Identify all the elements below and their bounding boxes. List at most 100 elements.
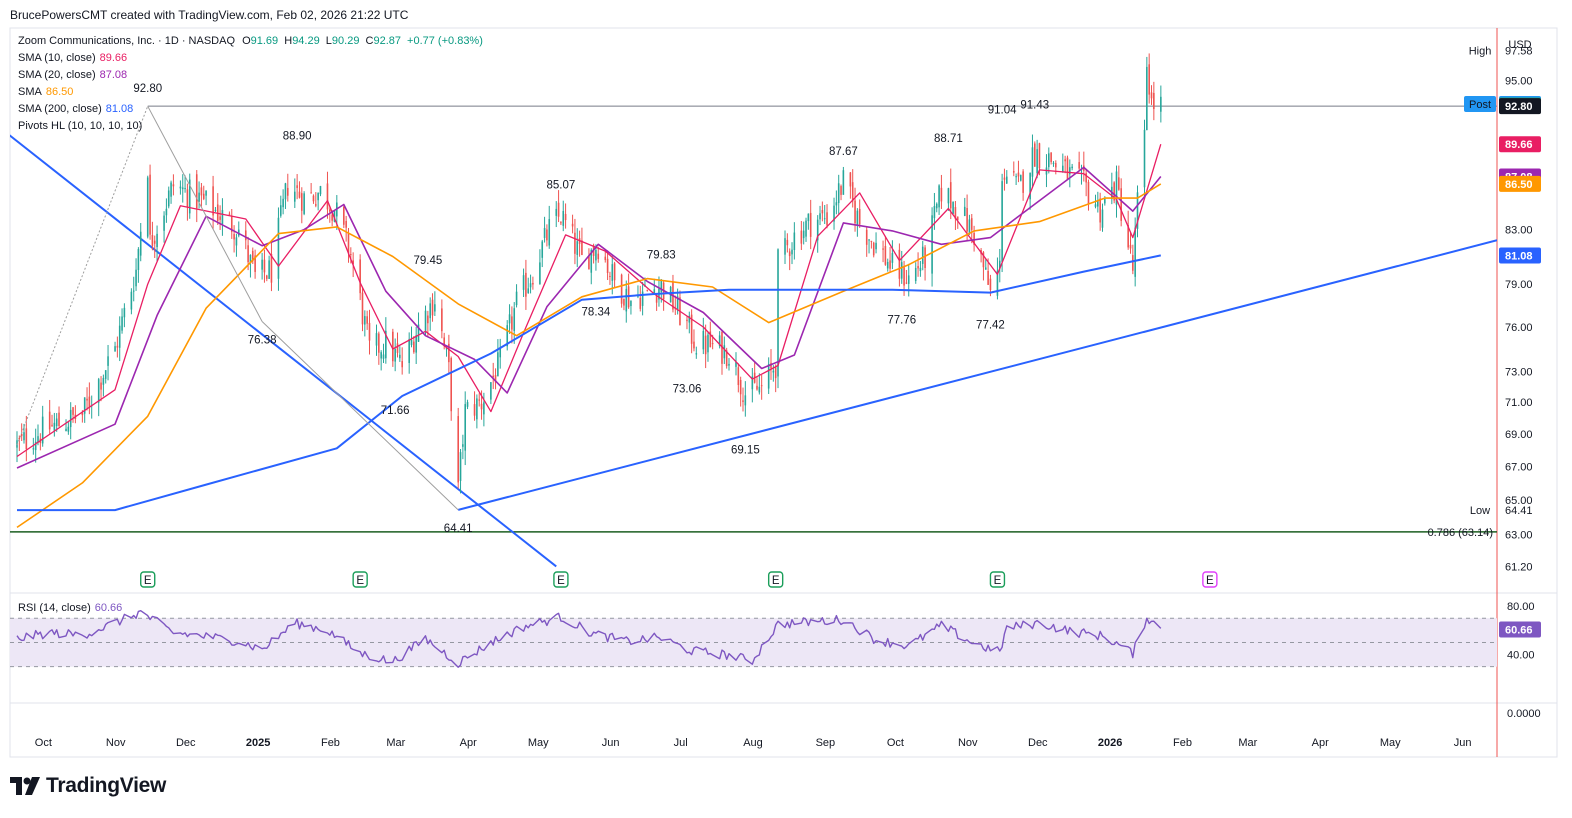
candle-body	[1120, 188, 1122, 221]
candle-body	[604, 256, 607, 261]
candle-body	[25, 428, 28, 450]
candle-body	[865, 229, 868, 245]
time-tick: Dec	[176, 737, 196, 749]
candle-body	[1097, 200, 1099, 207]
candle-body	[490, 382, 492, 400]
candle-body	[1022, 171, 1024, 193]
candle-body	[1071, 166, 1073, 169]
candle-body	[609, 276, 611, 278]
candle-body	[473, 404, 476, 416]
candle-body	[179, 186, 182, 189]
tradingview-logo[interactable]: TradingView	[10, 772, 166, 800]
pivot-label: 88.71	[934, 133, 963, 145]
candle-body	[1015, 176, 1017, 178]
candle-body	[613, 263, 616, 281]
candle-body	[758, 386, 761, 393]
legend-low: 90.29	[331, 35, 360, 47]
candle-body	[564, 213, 567, 221]
candle-body	[364, 316, 366, 325]
candle-body	[429, 303, 431, 319]
legend-rsi-value: 60.66	[94, 602, 123, 614]
candle-body	[219, 216, 221, 220]
legend-symbol[interactable]: Zoom Communications, Inc. · 1D · NASDAQ	[18, 35, 236, 47]
price-label-value: 92.80	[1505, 101, 1533, 113]
pivot-label: 92.80	[133, 83, 162, 95]
candle-body	[807, 213, 810, 222]
candle-body	[739, 379, 742, 395]
candle-body	[525, 272, 527, 297]
candle-body	[1148, 64, 1150, 95]
candle-body	[202, 193, 205, 199]
candle-body	[188, 179, 191, 214]
price-axis[interactable]: USD 95.00 83.00 79.00 76.00 73.00 71.00 69.00 67…	[1464, 39, 1541, 720]
candle-body	[576, 241, 579, 255]
candle-body	[646, 289, 649, 291]
legend-sma200-value: 81.08	[105, 103, 134, 115]
candle-body	[352, 260, 354, 265]
pivot-label: 79.83	[647, 250, 676, 262]
earnings-letter: E	[772, 575, 780, 587]
candle-body	[235, 237, 238, 246]
candle-body	[1129, 244, 1132, 249]
price-label-box	[1499, 98, 1541, 115]
candle-body	[499, 348, 502, 358]
candle-body	[67, 426, 70, 432]
candle-body	[165, 208, 168, 216]
candle-body	[382, 354, 385, 359]
candle-body	[443, 337, 445, 345]
candle-body	[968, 219, 971, 235]
candle-body	[511, 316, 513, 330]
price-label-tag-box	[1464, 42, 1496, 59]
candle-body	[37, 436, 39, 443]
candle-body	[343, 206, 345, 225]
candle-body	[821, 209, 824, 214]
candle-body	[270, 254, 273, 283]
pivot-label: 77.76	[887, 315, 916, 327]
candle-body	[793, 232, 796, 250]
time-tick: Mar	[386, 737, 405, 749]
time-tick: Jul	[674, 737, 688, 749]
candles	[16, 53, 1162, 494]
legend-sma10[interactable]: SMA (10, close) 89.66	[18, 52, 127, 64]
earnings-letter: E	[994, 575, 1002, 587]
candle-body	[413, 341, 415, 353]
legend-sma20[interactable]: SMA (20, close) 87.08	[18, 69, 127, 81]
candle-body	[149, 174, 151, 235]
candle-body	[744, 395, 747, 406]
legend-pivots-label: Pivots HL (10, 10, 10, 10)	[18, 120, 143, 132]
legend-sma200[interactable]: SMA (200, close) 81.08	[18, 103, 133, 115]
candle-body	[655, 295, 658, 303]
candle-body	[777, 249, 779, 377]
candle-body	[380, 352, 382, 359]
tradingview-logo-icon	[10, 777, 40, 795]
sma50-line	[16, 183, 1162, 529]
candle-body	[480, 403, 483, 410]
candle-body	[917, 266, 919, 269]
candle-body	[660, 279, 663, 292]
fib-label: 0.786 (63.14)	[1428, 527, 1493, 539]
candle-body	[707, 334, 709, 353]
candle-body	[623, 298, 625, 306]
candle-body	[984, 267, 987, 270]
candle-body	[905, 282, 908, 284]
pivot-label: 88.90	[283, 131, 312, 143]
price-tick: 73.00	[1505, 366, 1533, 378]
candle-body	[513, 308, 516, 331]
candle-body	[251, 250, 254, 262]
time-axis[interactable]: Oct Nov Dec 2025 Feb Mar Apr May Jun Jul Aug Sep Oct…	[35, 737, 1472, 749]
candle-body	[401, 361, 403, 368]
candle-body	[466, 402, 469, 407]
candle-body	[515, 291, 518, 306]
candle-body	[378, 333, 380, 353]
candle-body	[1146, 66, 1148, 131]
price-tick: 79.00	[1505, 279, 1533, 291]
legend-pivots[interactable]: Pivots HL (10, 10, 10, 10)	[18, 120, 142, 132]
candle-body	[81, 413, 84, 416]
candle-body	[970, 218, 973, 230]
candle-body	[464, 404, 467, 451]
legend-rsi[interactable]: RSI (14, close) 60.66	[18, 602, 122, 614]
candle-body	[263, 259, 266, 273]
legend-sma50[interactable]: SMA 86.50	[18, 86, 73, 98]
candle-body	[58, 412, 60, 427]
time-tick: Nov	[958, 737, 978, 749]
